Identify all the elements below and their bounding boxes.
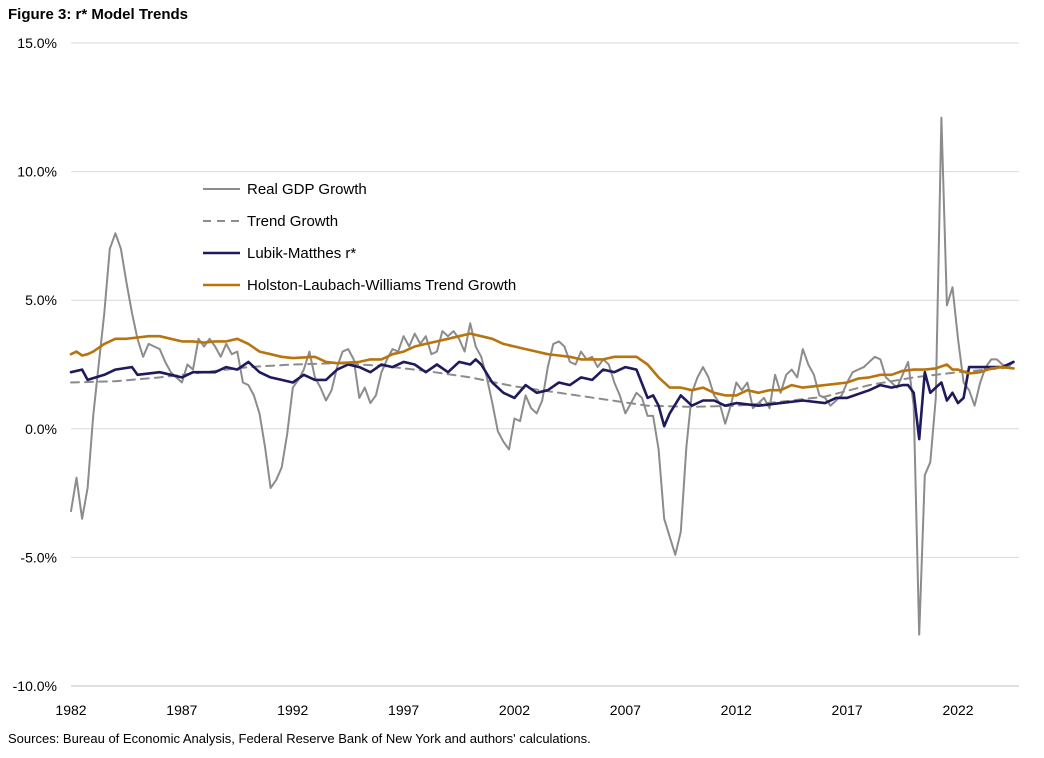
x-tick-label: 1997 xyxy=(388,702,419,718)
legend-label: Trend Growth xyxy=(247,213,338,230)
source-note: Sources: Bureau of Economic Analysis, Fe… xyxy=(8,731,591,746)
y-tick-label: 10.0% xyxy=(17,164,57,180)
x-tick-label: 1992 xyxy=(277,702,308,718)
chart-title: Figure 3: r* Model Trends xyxy=(8,6,189,23)
y-axis-ticks: -10.0% -5.0% 0.0% 5.0% 10.0% 15.0% xyxy=(13,35,57,694)
y-tick-label: 5.0% xyxy=(25,292,57,308)
x-tick-label: 2002 xyxy=(499,702,530,718)
x-tick-label: 2007 xyxy=(610,702,641,718)
legend-label: Lubik-Matthes r* xyxy=(247,245,356,262)
series-line-trend-growth xyxy=(70,362,1015,408)
legend: Real GDP Growth Trend Growth Lubik-Matthes… xyxy=(203,181,516,294)
gridlines xyxy=(71,42,1019,558)
series-layer xyxy=(69,116,1015,636)
y-tick-label: 0.0% xyxy=(25,421,57,437)
series-line-lubik-matthes-r- xyxy=(69,358,1015,441)
legend-label: Real GDP Growth xyxy=(247,181,367,198)
legend-label: Holston-Laubach-Williams Trend Growth xyxy=(247,277,516,294)
x-tick-label: 1987 xyxy=(166,702,197,718)
x-tick-label: 2017 xyxy=(832,702,863,718)
y-tick-label: -5.0% xyxy=(20,549,57,565)
y-tick-label: -10.0% xyxy=(13,678,57,694)
series-line-real-gdp-growth xyxy=(70,116,1015,636)
x-tick-label: 2022 xyxy=(942,702,973,718)
series-line-holston-laubach-williams-trend-growth xyxy=(69,332,1015,397)
x-axis-ticks: 1982 1987 1992 1997 2002 2007 2012 2017 2022 xyxy=(55,702,973,718)
y-tick-label: 15.0% xyxy=(17,35,57,51)
x-tick-label: 2012 xyxy=(721,702,752,718)
x-tick-label: 1982 xyxy=(55,702,86,718)
